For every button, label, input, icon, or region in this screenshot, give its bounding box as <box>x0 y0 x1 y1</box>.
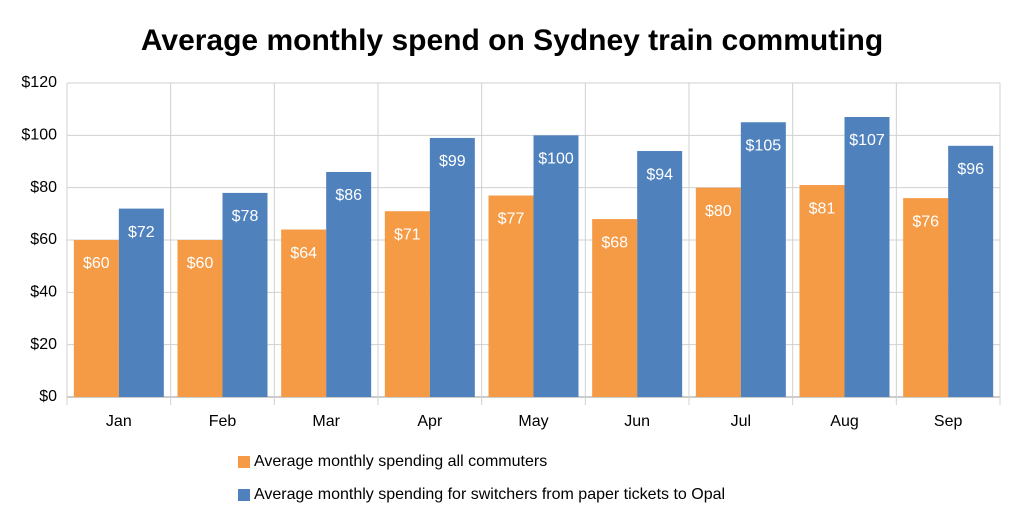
bar <box>429 137 475 397</box>
y-tick-label: $60 <box>30 231 57 248</box>
legend-label: Average monthly spending for switchers f… <box>254 486 725 503</box>
value-label: $72 <box>128 224 155 241</box>
bar <box>903 198 949 397</box>
bar <box>488 195 534 397</box>
x-tick-label: Mar <box>312 413 340 430</box>
legend-swatch <box>238 489 250 501</box>
x-tick-label: May <box>518 413 548 430</box>
bar <box>177 240 223 397</box>
x-tick-label: Feb <box>209 413 237 430</box>
value-label: $80 <box>705 203 732 220</box>
legend-label: Average monthly spending all commuters <box>254 453 547 470</box>
value-label: $71 <box>394 226 421 243</box>
bar <box>384 211 430 397</box>
value-label: $99 <box>439 153 466 170</box>
bar <box>592 219 638 397</box>
value-label: $78 <box>232 208 259 225</box>
x-tick-label: Jan <box>106 413 132 430</box>
y-tick-label: $0 <box>39 388 57 405</box>
x-tick-label: Jul <box>731 413 751 430</box>
x-tick-label: Aug <box>830 413 858 430</box>
bar <box>222 192 268 397</box>
y-tick-label: $100 <box>21 127 57 144</box>
value-label: $105 <box>746 137 782 154</box>
value-label: $64 <box>290 245 317 262</box>
bar <box>326 171 372 397</box>
value-label: $60 <box>83 255 110 272</box>
y-tick-label: $120 <box>21 74 57 91</box>
y-tick-label: $40 <box>30 284 57 301</box>
x-tick-label: Apr <box>417 413 443 430</box>
value-label: $107 <box>849 132 885 149</box>
value-label: $76 <box>912 213 939 230</box>
chart-title: Average monthly spend on Sydney train co… <box>141 24 883 57</box>
value-label: $100 <box>538 151 574 168</box>
x-tick-label: Sep <box>934 413 963 430</box>
value-label: $86 <box>335 187 362 204</box>
bar <box>844 117 890 398</box>
y-tick-label: $20 <box>30 336 57 353</box>
value-label: $96 <box>957 161 984 178</box>
bar <box>533 135 579 398</box>
value-label: $60 <box>187 255 214 272</box>
x-tick-label: Jun <box>624 413 650 430</box>
bar <box>73 240 119 397</box>
value-label: $94 <box>646 166 673 183</box>
y-tick-label: $80 <box>30 179 57 196</box>
value-label: $81 <box>809 200 836 217</box>
legend-swatch <box>238 456 250 468</box>
bar <box>740 122 786 397</box>
value-label: $77 <box>498 211 525 228</box>
bar <box>695 187 741 397</box>
bar <box>799 185 845 397</box>
bar <box>637 151 683 397</box>
bar <box>948 145 994 397</box>
bar <box>118 208 164 397</box>
value-label: $68 <box>601 234 628 251</box>
bar <box>281 229 327 397</box>
